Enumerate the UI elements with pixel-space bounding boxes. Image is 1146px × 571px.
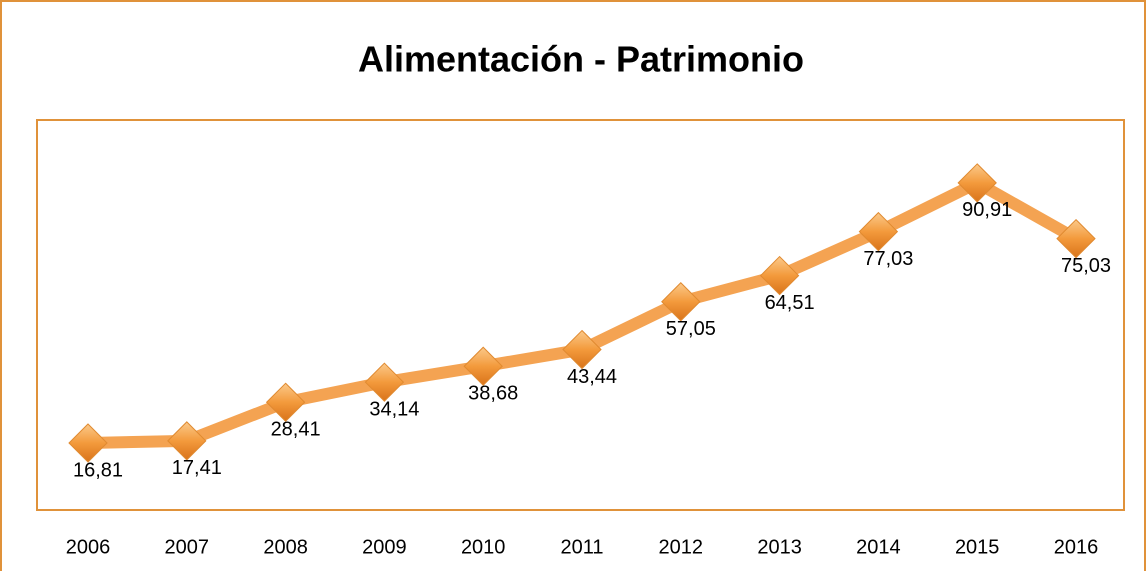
x-tick-label: 2009	[362, 536, 407, 558]
x-tick-label: 2006	[66, 536, 111, 558]
data-label: 75,03	[1061, 255, 1111, 277]
data-label: 77,03	[863, 248, 913, 270]
data-label: 90,91	[962, 199, 1012, 221]
x-tick-label: 2007	[165, 536, 210, 558]
data-label: 57,05	[666, 318, 716, 340]
marker	[759, 255, 800, 296]
data-label: 38,68	[468, 383, 518, 405]
x-tick-label: 2011	[560, 536, 603, 558]
data-label: 64,51	[765, 292, 815, 314]
marker	[463, 346, 503, 386]
x-tick-label: 2014	[856, 536, 901, 558]
x-tick-label: 2010	[461, 536, 506, 558]
x-tick-label: 2015	[955, 536, 1000, 558]
x-tick-label: 2012	[659, 536, 704, 558]
data-label: 28,41	[271, 419, 321, 441]
marker	[562, 329, 602, 370]
chart-title: Alimentación - Patrimonio	[358, 39, 804, 80]
marker	[661, 282, 701, 322]
marker	[167, 421, 207, 461]
plot-border	[36, 119, 1125, 511]
marker	[68, 423, 108, 463]
data-label: 16,81	[73, 459, 123, 481]
x-tick-label: 2013	[757, 536, 802, 558]
data-label: 43,44	[567, 366, 617, 388]
marker	[265, 382, 306, 422]
x-tick-label: 2016	[1054, 536, 1099, 558]
marker	[957, 163, 997, 203]
marker	[1056, 218, 1096, 259]
marker	[364, 362, 405, 402]
marker	[858, 211, 899, 252]
x-tick-label: 2008	[263, 536, 308, 558]
data-label: 34,14	[369, 398, 419, 420]
data-label: 17,41	[172, 457, 222, 479]
